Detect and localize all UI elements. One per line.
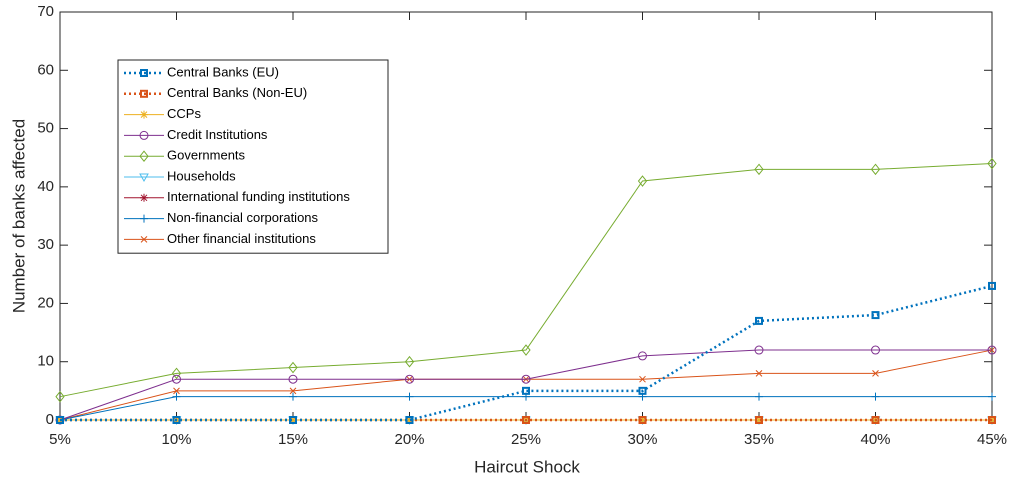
marker bbox=[405, 374, 414, 384]
legend-label: Governments bbox=[167, 148, 246, 163]
legend-label: Households bbox=[167, 168, 236, 183]
marker bbox=[139, 130, 149, 140]
marker bbox=[522, 416, 530, 424]
marker bbox=[870, 163, 881, 176]
marker bbox=[140, 110, 148, 119]
y-tick-label: 40 bbox=[37, 178, 54, 195]
x-tick-label: 10% bbox=[161, 431, 191, 448]
marker bbox=[987, 157, 997, 170]
marker bbox=[522, 386, 530, 395]
marker bbox=[754, 345, 764, 355]
x-tick-label: 45% bbox=[977, 431, 1007, 448]
marker bbox=[871, 416, 880, 424]
marker bbox=[871, 392, 880, 401]
marker bbox=[755, 416, 763, 424]
marker bbox=[754, 163, 764, 176]
marker bbox=[755, 416, 763, 424]
marker bbox=[140, 214, 148, 223]
marker bbox=[289, 392, 297, 401]
y-tick-label: 60 bbox=[37, 61, 54, 78]
series-line bbox=[60, 284, 993, 422]
marker bbox=[288, 361, 298, 374]
marker bbox=[521, 374, 531, 384]
marker bbox=[638, 351, 647, 361]
marker bbox=[638, 386, 647, 395]
marker bbox=[405, 392, 414, 401]
marker bbox=[139, 173, 149, 183]
marker bbox=[289, 387, 297, 395]
x-tick-label: 40% bbox=[860, 431, 890, 448]
marker bbox=[172, 416, 181, 424]
marker bbox=[140, 69, 148, 77]
marker bbox=[638, 416, 647, 424]
y-axis-label: Number of banks affected bbox=[9, 119, 28, 313]
legend-label: Other financial institutions bbox=[167, 231, 316, 246]
marker bbox=[639, 375, 646, 383]
y-tick-label: 0 bbox=[46, 411, 54, 428]
marker bbox=[755, 316, 763, 325]
marker bbox=[404, 355, 415, 368]
series-line bbox=[59, 163, 993, 398]
marker bbox=[56, 416, 64, 424]
legend-label: Central Banks (Non-EU) bbox=[167, 85, 307, 100]
marker bbox=[988, 281, 996, 290]
legend: Central Banks (EU) Central Banks (Non-EU)… bbox=[117, 59, 389, 254]
marker bbox=[173, 387, 180, 395]
marker bbox=[140, 193, 148, 202]
marker bbox=[637, 175, 648, 187]
legend-label: Central Banks (EU) bbox=[167, 64, 279, 79]
marker bbox=[988, 392, 996, 401]
y-tick-label: 70 bbox=[37, 3, 54, 20]
x-tick-label: 30% bbox=[627, 431, 657, 448]
x-tick-label: 20% bbox=[394, 431, 424, 448]
legend-label: International funding institutions bbox=[167, 189, 350, 204]
marker bbox=[140, 89, 148, 98]
marker bbox=[289, 416, 297, 424]
marker bbox=[55, 390, 65, 403]
marker bbox=[755, 370, 763, 377]
y-tick-label: 10 bbox=[37, 353, 54, 370]
x-tick-label: 35% bbox=[744, 431, 774, 448]
marker bbox=[988, 416, 996, 424]
x-tick-label: 15% bbox=[278, 431, 308, 448]
y-tick-label: 30 bbox=[37, 236, 54, 253]
marker bbox=[755, 392, 763, 401]
marker bbox=[288, 374, 298, 384]
marker bbox=[405, 416, 414, 424]
legend-label: Non-financial corporations bbox=[167, 210, 319, 225]
marker bbox=[405, 416, 414, 424]
x-axis-label: Haircut Shock bbox=[474, 457, 580, 476]
legend-label: Credit Institutions bbox=[167, 127, 268, 142]
series-line bbox=[59, 349, 992, 421]
marker bbox=[638, 416, 647, 424]
x-tick-label: 25% bbox=[511, 431, 541, 448]
legend-label: CCPs bbox=[167, 106, 201, 121]
marker bbox=[140, 236, 148, 243]
marker bbox=[871, 345, 880, 355]
marker bbox=[872, 370, 879, 377]
marker bbox=[172, 392, 181, 401]
marker bbox=[139, 150, 149, 163]
marker bbox=[171, 367, 182, 380]
marker bbox=[987, 345, 997, 355]
y-tick-label: 50 bbox=[37, 120, 54, 137]
marker bbox=[289, 416, 297, 424]
y-tick-label: 20 bbox=[37, 294, 54, 311]
marker bbox=[521, 344, 531, 356]
marker bbox=[871, 311, 880, 320]
x-tick-label: 5% bbox=[49, 431, 71, 448]
marker bbox=[172, 374, 181, 384]
